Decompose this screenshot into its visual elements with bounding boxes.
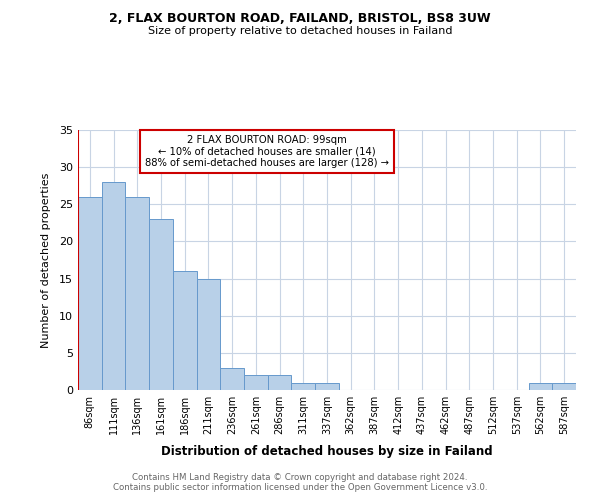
Bar [102, 182, 125, 390]
X-axis label: Distribution of detached houses by size in Failand: Distribution of detached houses by size … [161, 446, 493, 458]
Text: Contains HM Land Registry data © Crown copyright and database right 2024.
Contai: Contains HM Land Registry data © Crown c… [113, 473, 487, 492]
Text: 2 FLAX BOURTON ROAD: 99sqm
← 10% of detached houses are smaller (14)
88% of semi: 2 FLAX BOURTON ROAD: 99sqm ← 10% of deta… [145, 135, 389, 168]
Bar [149, 219, 173, 390]
Bar [268, 375, 292, 390]
Bar [197, 278, 220, 390]
Bar [78, 197, 102, 390]
Text: Size of property relative to detached houses in Failand: Size of property relative to detached ho… [148, 26, 452, 36]
Bar [125, 197, 149, 390]
Y-axis label: Number of detached properties: Number of detached properties [41, 172, 50, 348]
Bar [315, 382, 339, 390]
Bar [244, 375, 268, 390]
Bar [220, 368, 244, 390]
Bar [552, 382, 576, 390]
Bar [292, 382, 315, 390]
Bar [529, 382, 552, 390]
Text: 2, FLAX BOURTON ROAD, FAILAND, BRISTOL, BS8 3UW: 2, FLAX BOURTON ROAD, FAILAND, BRISTOL, … [109, 12, 491, 26]
Bar [173, 271, 197, 390]
